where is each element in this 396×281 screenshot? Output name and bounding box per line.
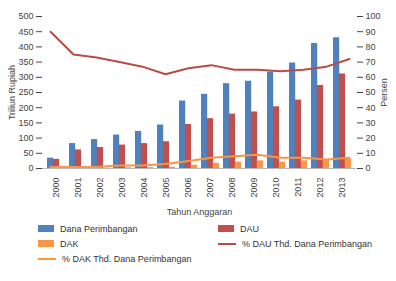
svg-text:2012: 2012 [315,178,325,198]
svg-text:400: 400 [18,42,33,52]
svg-text:20: 20 [366,133,376,143]
svg-text:100: 100 [366,11,381,21]
html-text:DAU: DAU [240,223,259,234]
svg-text:2004: 2004 [139,178,149,198]
svg-text:Tahun Anggaran: Tahun Anggaran [167,207,233,217]
svg-text:90: 90 [366,27,376,37]
svg-text:2006: 2006 [183,178,193,198]
svg-text:100: 100 [18,133,33,143]
svg-text:Persen: Persen [379,78,389,107]
svg-text:2009: 2009 [249,178,259,198]
svg-text:200: 200 [18,103,33,113]
svg-text:50: 50 [366,87,376,97]
svg-text:2000: 2000 [51,178,61,198]
svg-text:2007: 2007 [205,178,215,198]
svg-text:2005: 2005 [161,178,171,198]
svg-text:300: 300 [18,72,33,82]
html-text:DAK: DAK [60,238,79,249]
svg-text:2001: 2001 [73,178,83,198]
svg-text:2002: 2002 [95,178,105,198]
svg-text:80: 80 [366,42,376,52]
svg-text:2008: 2008 [227,178,237,198]
svg-text:Triliun Rupiah: Triliun Rupiah [7,65,17,120]
svg-text:0: 0 [28,163,33,173]
svg-text:70: 70 [366,57,376,67]
svg-text:60: 60 [366,72,376,82]
svg-text:500: 500 [18,11,33,21]
svg-text:2013: 2013 [337,178,347,198]
svg-text:2010: 2010 [271,178,281,198]
svg-text:2003: 2003 [117,178,127,198]
svg-text:150: 150 [18,118,33,128]
svg-text:0: 0 [366,163,371,173]
svg-text:10: 10 [366,148,376,158]
html-text:% DAK Thd. Dana Perimbangan: % DAK Thd. Dana Perimbangan [62,253,192,264]
svg-text:250: 250 [18,87,33,97]
svg-text:30: 30 [366,118,376,128]
svg-text:50: 50 [23,148,33,158]
html-text:Dana Perimbangan: Dana Perimbangan [60,223,138,234]
svg-text:40: 40 [366,103,376,113]
svg-text:350: 350 [18,57,33,67]
html-text:% DAU Thd. Dana Perimbangan: % DAU Thd. Dana Perimbangan [242,238,372,249]
svg-text:450: 450 [18,27,33,37]
svg-text:2011: 2011 [293,178,303,197]
